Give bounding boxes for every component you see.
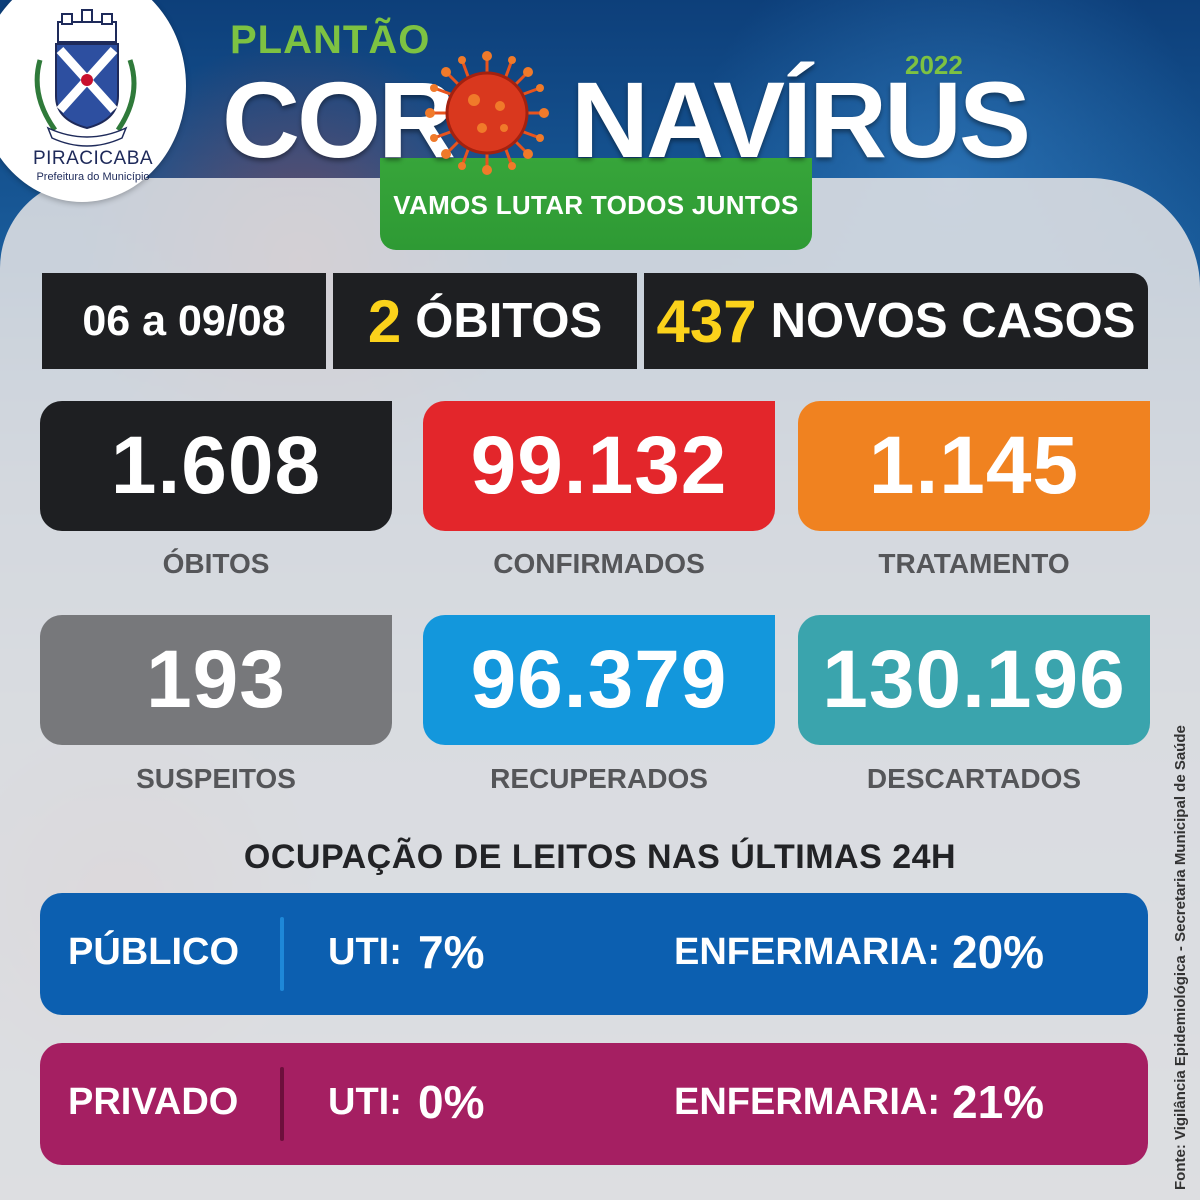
city-name: PIRACICABA	[32, 148, 154, 169]
stat-box-tratamento: 1.145	[798, 401, 1150, 531]
stat-label-recuperados: RECUPERADOS	[490, 763, 708, 794]
period-box: 06 a 09/08	[42, 273, 326, 369]
stat-value-descartados: 130.196	[822, 634, 1126, 725]
weekly-deaths-label: ÓBITOS	[415, 294, 603, 348]
kicker-text: PLANTÃO	[230, 18, 431, 62]
stat-box-recuperados: 96.379	[423, 615, 775, 745]
stat-label-suspeitos: SUSPEITOS	[136, 763, 296, 794]
stat-value-obitos: 1.608	[110, 420, 322, 511]
stat-label-descartados: DESCARTADOS	[866, 763, 1082, 794]
period-text: 06 a 09/08	[82, 296, 286, 345]
enfermaria-label: ENFERMARIA:	[674, 931, 940, 973]
year-text: 2022	[905, 50, 963, 80]
coat-of-arms-logo	[34, 9, 137, 147]
row-divider	[280, 917, 284, 991]
new-cases-value: 437	[656, 287, 757, 355]
weekly-deaths-box: 2 ÓBITOS	[333, 273, 637, 369]
stat-label-tratamento: TRATAMENTO	[878, 548, 1070, 579]
uti-value: 0%	[418, 1076, 485, 1128]
main-title: COR NAVÍRUS	[222, 59, 1031, 180]
source-credit: Fonte: Vigilância Epidemiológica - Secre…	[1172, 725, 1189, 1190]
stat-value-tratamento: 1.145	[868, 420, 1080, 511]
slogan-text: VAMOS LUTAR TODOS JUNTOS	[393, 190, 799, 220]
enfermaria-label: ENFERMARIA:	[674, 1081, 940, 1123]
occupancy-row-publico: PÚBLICO UTI: 7% ENFERMARIA: 20%	[40, 893, 1148, 1015]
stat-label-confirmados: CONFIRMADOS	[493, 548, 705, 579]
stat-box-descartados: 130.196	[798, 615, 1150, 745]
title-right: NAVÍRUS	[571, 59, 1031, 180]
enfermaria-value: 20%	[952, 926, 1045, 978]
city-subtitle: Prefeitura do Município	[36, 171, 150, 183]
new-cases-box: 437 NOVOS CASOS	[644, 273, 1148, 369]
stat-box-suspeitos: 193	[40, 615, 392, 745]
title-left: COR	[222, 59, 456, 180]
stat-value-confirmados: 99.132	[470, 420, 728, 511]
slogan-banner	[380, 158, 812, 250]
row-divider	[280, 1067, 284, 1141]
stat-box-obitos: 1.608	[40, 401, 392, 531]
stat-value-recuperados: 96.379	[470, 634, 728, 725]
new-cases-label: NOVOS CASOS	[770, 294, 1136, 348]
occupancy-title: OCUPAÇÃO DE LEITOS NAS ÚLTIMAS 24H	[243, 838, 957, 876]
uti-value: 7%	[418, 926, 485, 978]
row-name: PÚBLICO	[68, 931, 239, 973]
uti-label: UTI:	[328, 931, 402, 973]
stat-value-suspeitos: 193	[146, 634, 286, 725]
enfermaria-value: 21%	[952, 1076, 1045, 1128]
uti-label: UTI:	[328, 1081, 402, 1123]
row-name: PRIVADO	[68, 1081, 239, 1123]
weekly-deaths-value: 2	[367, 287, 402, 355]
virus-icon	[425, 51, 549, 175]
occupancy-row-privado: PRIVADO UTI: 0% ENFERMARIA: 21%	[40, 1043, 1148, 1165]
stat-box-confirmados: 99.132	[423, 401, 775, 531]
stat-label-obitos: ÓBITOS	[162, 548, 270, 579]
